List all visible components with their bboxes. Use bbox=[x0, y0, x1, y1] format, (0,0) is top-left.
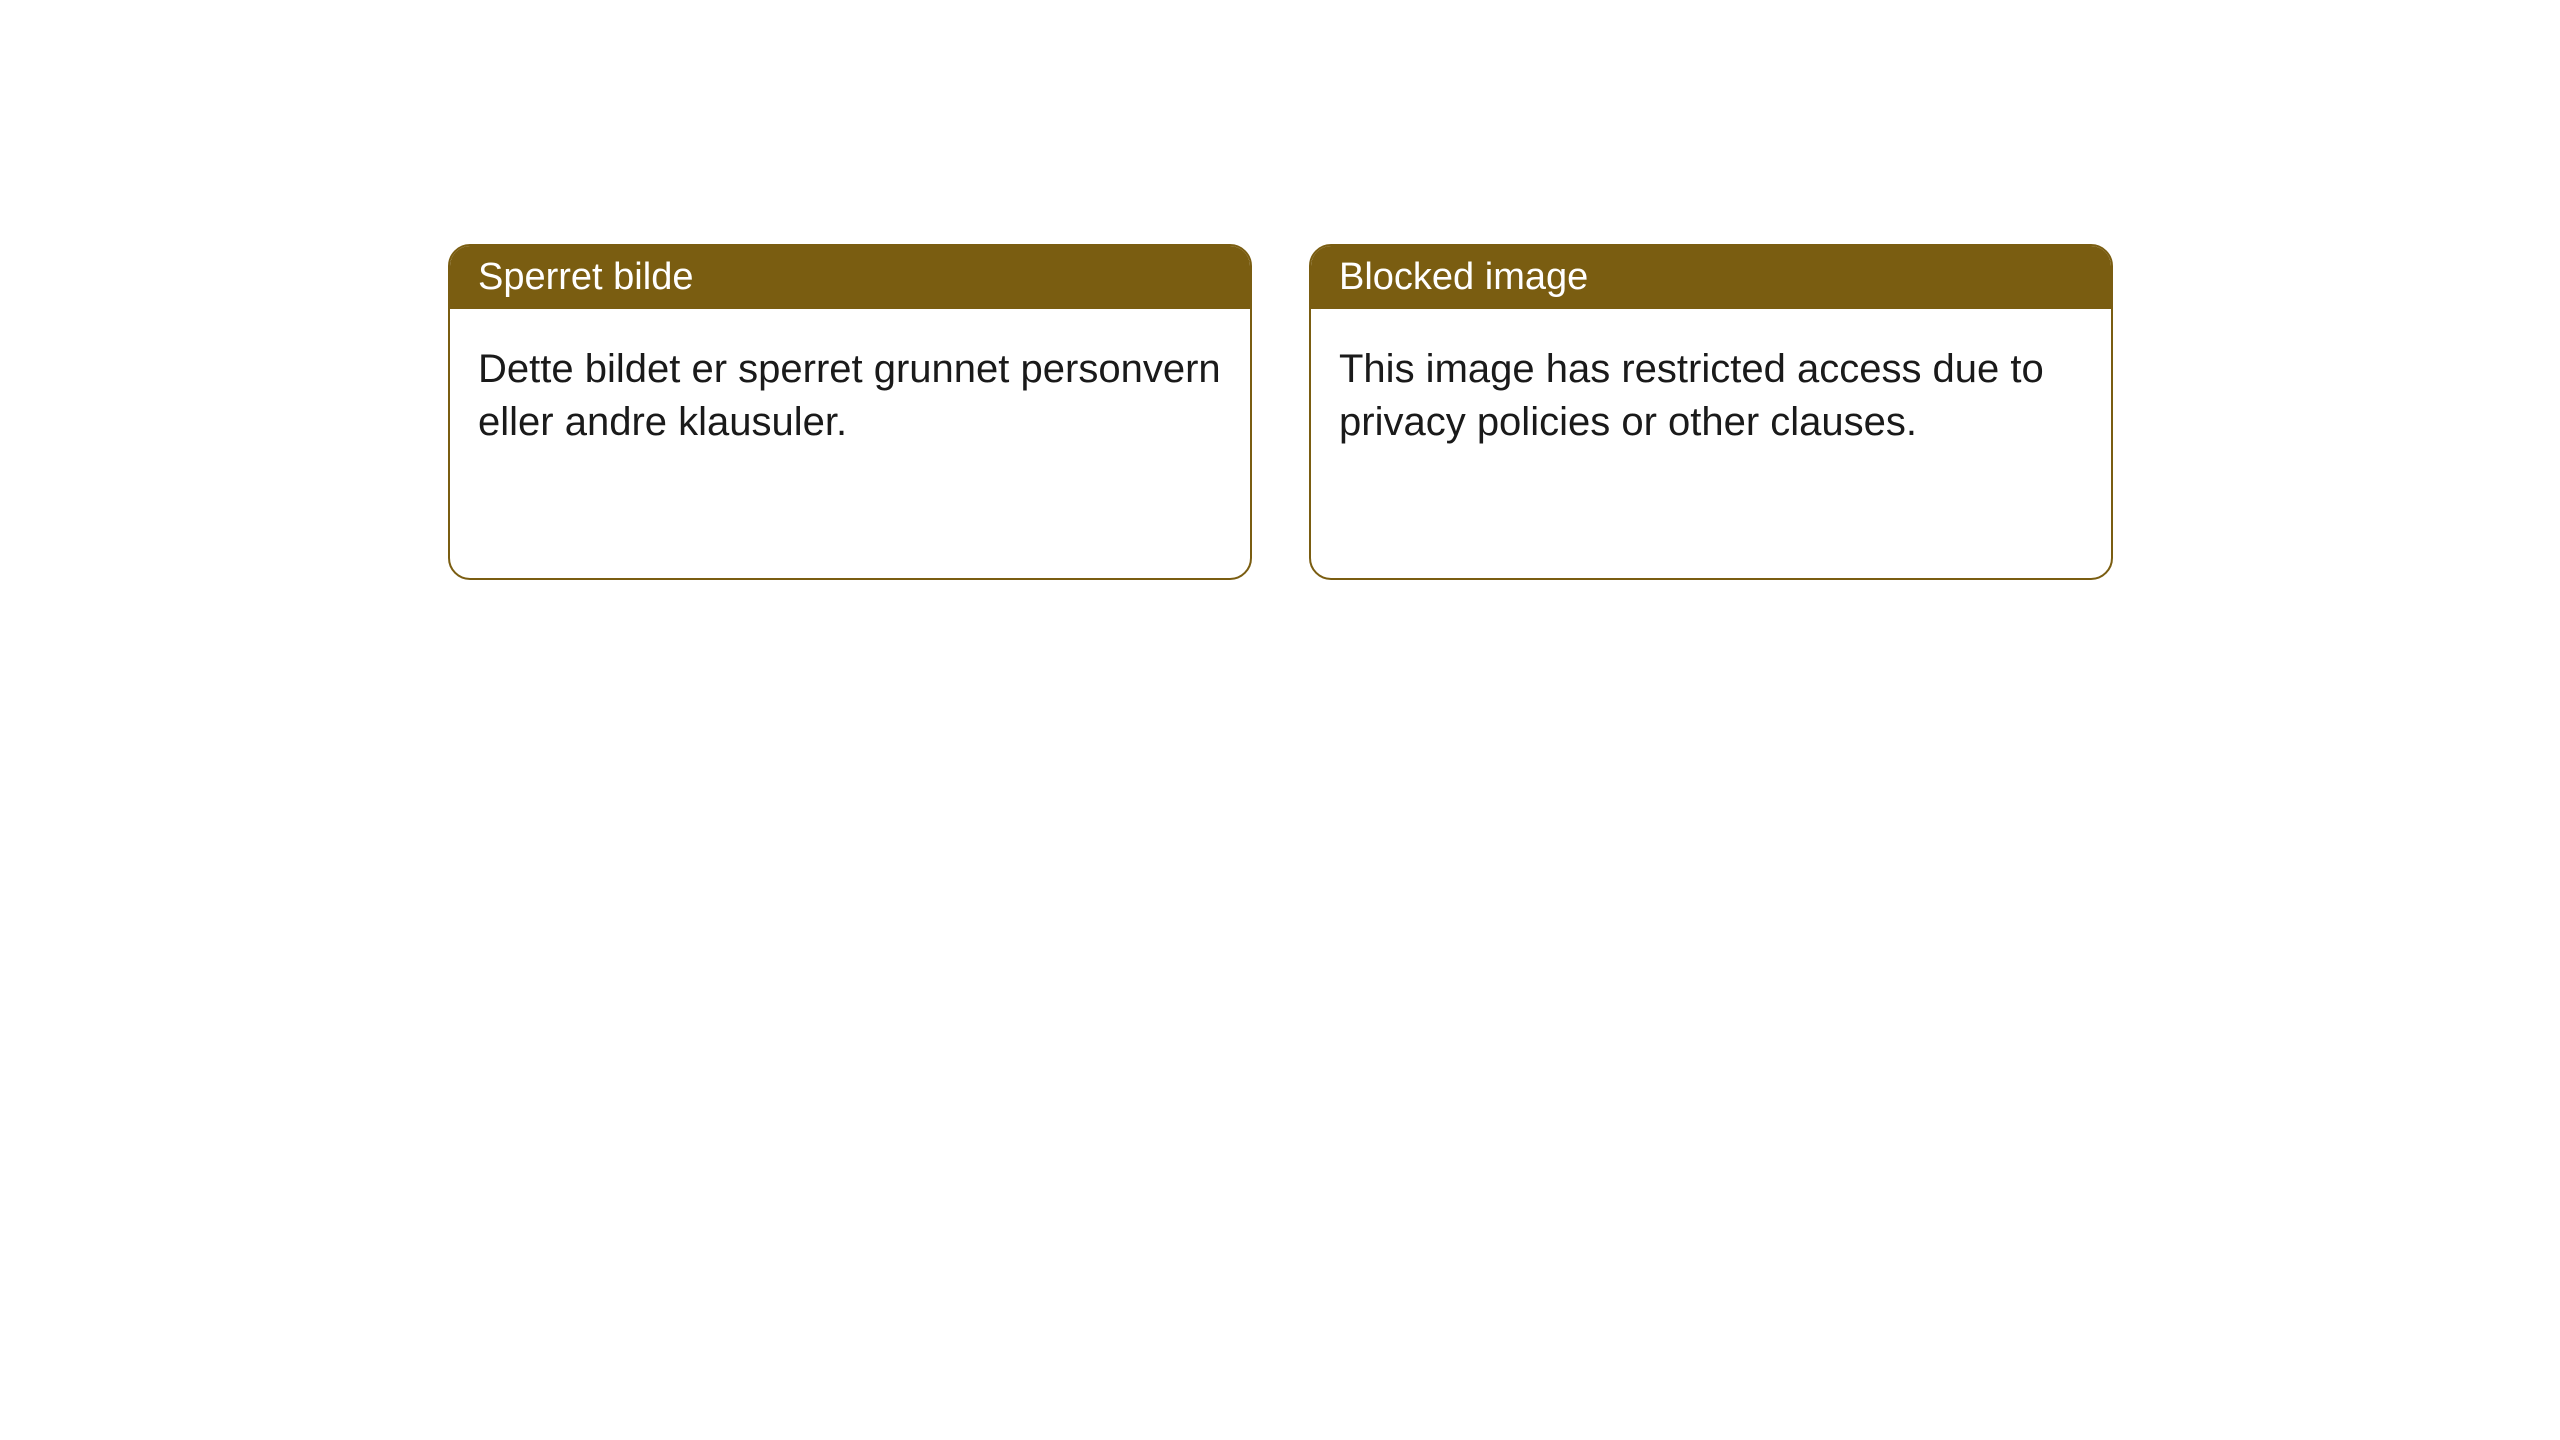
notice-card-english: Blocked image This image has restricted … bbox=[1309, 244, 2113, 580]
notice-title-norwegian: Sperret bilde bbox=[450, 246, 1250, 309]
notice-container: Sperret bilde Dette bildet er sperret gr… bbox=[0, 0, 2560, 580]
notice-title-english: Blocked image bbox=[1311, 246, 2111, 309]
notice-body-norwegian: Dette bildet er sperret grunnet personve… bbox=[450, 309, 1250, 483]
notice-body-english: This image has restricted access due to … bbox=[1311, 309, 2111, 483]
notice-card-norwegian: Sperret bilde Dette bildet er sperret gr… bbox=[448, 244, 1252, 580]
